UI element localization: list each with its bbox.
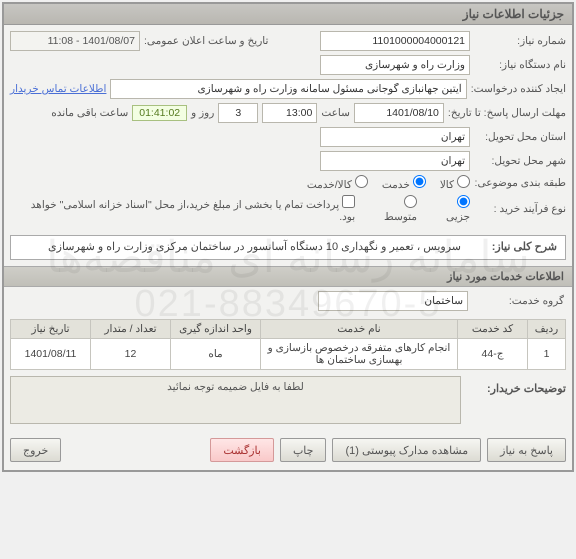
process-partial-option[interactable]: جزیی bbox=[431, 195, 470, 223]
service-group-label: گروه خدمت: bbox=[472, 295, 564, 307]
days-label: روز و bbox=[191, 107, 214, 119]
cell-unit: ماه bbox=[171, 339, 261, 370]
exit-button[interactable]: خروج bbox=[10, 438, 61, 462]
cell-qty: 12 bbox=[91, 339, 171, 370]
deadline-date-input[interactable] bbox=[354, 103, 444, 123]
table-row: 1 ج-44 انجام کارهای متفرقه درخصوص بازساز… bbox=[11, 339, 566, 370]
class-service-option[interactable]: خدمت bbox=[382, 175, 426, 191]
back-button[interactable]: بازگشت bbox=[210, 438, 274, 462]
org-label: نام دستگاه نیاز: bbox=[474, 59, 566, 71]
summary-label: شرح کلی نیاز: bbox=[465, 240, 557, 253]
notes-area: توضیحات خریدار: لطفا به فایل ضمیمه توجه … bbox=[10, 376, 566, 424]
print-button[interactable]: چاپ bbox=[280, 438, 327, 462]
deadline-label: مهلت ارسال پاسخ: تا تاریخ: bbox=[448, 107, 566, 119]
cell-name: انجام کارهای متفرقه درخصوص بازسازی و بهس… bbox=[261, 339, 458, 370]
button-bar: پاسخ به نیاز مشاهده مدارک پیوستی (1) چاپ… bbox=[4, 430, 572, 470]
process-note-checkbox[interactable] bbox=[342, 195, 355, 208]
col-row: ردیف bbox=[528, 320, 566, 339]
class-service-radio[interactable] bbox=[413, 175, 426, 188]
class-goods-option[interactable]: کالا bbox=[440, 175, 470, 191]
hour-label: ساعت bbox=[321, 107, 350, 119]
cell-date: 1401/08/11 bbox=[11, 339, 91, 370]
services-header: اطلاعات خدمات مورد نیاز bbox=[4, 266, 572, 287]
announce-date-label: تاریخ و ساعت اعلان عمومی: bbox=[144, 35, 268, 47]
requester-label: ایجاد کننده درخواست: bbox=[471, 83, 566, 95]
contact-link[interactable]: اطلاعات تماس خریدار bbox=[10, 83, 106, 95]
process-note-option[interactable]: پرداخت تمام یا بخشی از مبلغ خرید،از محل … bbox=[20, 195, 355, 223]
window: جزئیات اطلاعات نیاز شماره نیاز: تاریخ و … bbox=[2, 2, 574, 472]
requester-input[interactable] bbox=[110, 79, 466, 99]
remaining-time: 01:41:02 bbox=[132, 105, 187, 121]
class-both-option[interactable]: کالا/خدمت bbox=[307, 175, 368, 191]
need-summary-section: شرح کلی نیاز: سرویس ، تعمیر و نگهداری 10… bbox=[10, 235, 566, 260]
summary-text: سرویس ، تعمیر و نگهداری 10 دستگاه آسانسو… bbox=[48, 240, 461, 253]
province-label: استان محل تحویل: bbox=[474, 131, 566, 143]
col-date: تاریخ نیاز bbox=[11, 320, 91, 339]
remaining-label: ساعت باقی مانده bbox=[51, 107, 128, 119]
need-no-input[interactable] bbox=[320, 31, 470, 51]
process-medium-radio[interactable] bbox=[404, 195, 417, 208]
col-name: نام خدمت bbox=[261, 320, 458, 339]
service-group-input[interactable] bbox=[318, 291, 468, 311]
process-partial-radio[interactable] bbox=[457, 195, 470, 208]
deadline-time-input[interactable] bbox=[262, 103, 317, 123]
notes-text: لطفا به فایل ضمیمه توجه نمائید bbox=[10, 376, 461, 424]
window-title: جزئیات اطلاعات نیاز bbox=[4, 4, 572, 25]
class-goods-radio[interactable] bbox=[457, 175, 470, 188]
col-qty: تعداد / متدار bbox=[91, 320, 171, 339]
process-medium-option[interactable]: متوسط bbox=[369, 195, 417, 223]
attachments-button[interactable]: مشاهده مدارک پیوستی (1) bbox=[332, 438, 481, 462]
respond-button[interactable]: پاسخ به نیاز bbox=[487, 438, 566, 462]
class-label: طبقه بندی موضوعی: bbox=[474, 177, 566, 189]
notes-label: توضیحات خریدار: bbox=[461, 376, 566, 424]
cell-code: ج-44 bbox=[458, 339, 528, 370]
org-input[interactable] bbox=[320, 55, 470, 75]
announce-date-input bbox=[10, 31, 140, 51]
city-label: شهر محل تحویل: bbox=[474, 155, 566, 167]
province-input[interactable] bbox=[320, 127, 470, 147]
days-input[interactable] bbox=[218, 103, 258, 123]
services-table: ردیف کد خدمت نام خدمت واحد اندازه گیری ت… bbox=[10, 319, 566, 370]
class-both-radio[interactable] bbox=[355, 175, 368, 188]
col-code: کد خدمت bbox=[458, 320, 528, 339]
form-area: شماره نیاز: تاریخ و ساعت اعلان عمومی: نا… bbox=[4, 25, 572, 229]
process-label: نوع فرآیند خرید : bbox=[474, 203, 566, 215]
cell-idx: 1 bbox=[528, 339, 566, 370]
col-unit: واحد اندازه گیری bbox=[171, 320, 261, 339]
city-input[interactable] bbox=[320, 151, 470, 171]
need-no-label: شماره نیاز: bbox=[474, 35, 566, 47]
